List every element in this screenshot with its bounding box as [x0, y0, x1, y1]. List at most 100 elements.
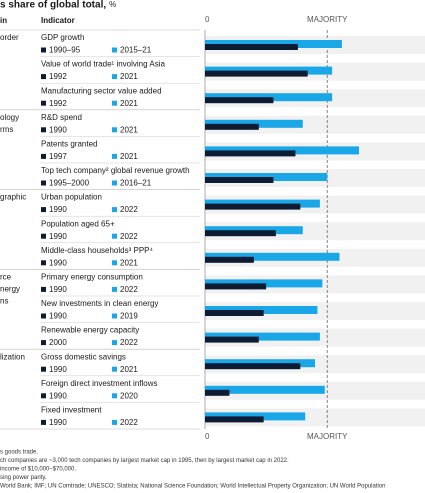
- footnote: s goods trade.: [0, 450, 38, 456]
- legend-swatch: [41, 260, 46, 266]
- legend-swatch: [112, 207, 117, 213]
- legend-swatch: [41, 47, 46, 53]
- legend-swatch: [41, 233, 46, 239]
- bar: [205, 252, 340, 261]
- legend-year: 1990: [49, 258, 67, 267]
- legend-year: 1990: [49, 285, 67, 294]
- legend-year: 1990: [49, 418, 67, 427]
- footnote: income of $10,000–$70,000.: [0, 467, 76, 473]
- legend-swatch: [41, 286, 46, 292]
- legend-swatch: [112, 74, 117, 80]
- legend-swatch: [112, 153, 117, 159]
- indicator-header: Indicator: [41, 16, 75, 25]
- legend-swatch: [41, 100, 46, 106]
- bar: [205, 336, 259, 343]
- legend-swatch: [112, 100, 117, 106]
- legend-year: 1997: [49, 152, 67, 161]
- indicator-name: Top tech company² global revenue growth: [41, 166, 190, 175]
- legend-swatch: [112, 340, 117, 346]
- group-label: ns: [0, 297, 8, 306]
- legend-swatch: [112, 286, 117, 292]
- group-label: ology: [0, 113, 19, 122]
- group-label: order: [0, 33, 19, 42]
- legend-year: 1990: [49, 125, 67, 134]
- group-label: graphic: [0, 193, 26, 202]
- legend-year: 2021: [120, 72, 138, 81]
- chart-title: s share of global total,: [0, 0, 106, 11]
- legend-swatch: [112, 419, 117, 425]
- group-label: nergy: [0, 285, 20, 294]
- legend-year: 2022: [120, 285, 138, 294]
- indicator-name: Primary energy consumption: [41, 273, 143, 282]
- legend-year: 1990: [49, 312, 67, 321]
- bar: [205, 97, 274, 104]
- bar: [205, 177, 274, 183]
- legend-year: 2019: [120, 312, 138, 321]
- bar: [205, 389, 230, 396]
- indicator-name: Fixed investment: [41, 406, 102, 415]
- legend-swatch: [41, 313, 46, 319]
- legend-swatch: [112, 260, 117, 266]
- title-unit: %: [109, 0, 116, 9]
- bar: [205, 385, 325, 394]
- footnote: sing power parity.: [0, 475, 47, 481]
- legend-swatch: [41, 340, 46, 346]
- legend-swatch: [112, 180, 117, 186]
- indicator-name: Patents granted: [41, 140, 97, 149]
- legend-swatch: [41, 419, 46, 425]
- bar: [205, 150, 296, 157]
- bar: [205, 230, 276, 237]
- bar: [205, 332, 320, 341]
- legend-year: 2021: [120, 99, 138, 108]
- legend-year: 2021: [120, 125, 138, 134]
- bar: [205, 283, 267, 290]
- legend-year: 2020: [120, 391, 138, 400]
- bar: [205, 310, 264, 316]
- indicator-name: R&D spend: [41, 113, 82, 122]
- legend-year: 2022: [120, 418, 138, 427]
- legend-year: 2016–21: [120, 179, 152, 188]
- legend-year: 1990–95: [49, 46, 81, 55]
- indicator-name: Urban population: [41, 193, 102, 202]
- legend-swatch: [41, 127, 46, 133]
- legend-swatch: [112, 313, 117, 319]
- legend-year: 2022: [120, 205, 138, 214]
- legend-year: 2015–21: [120, 46, 152, 55]
- indicator-name: Foreign direct investment inflows: [41, 379, 158, 388]
- legend-swatch: [112, 127, 117, 133]
- x-tick-label: 0: [205, 432, 210, 441]
- legend-swatch: [41, 153, 46, 159]
- legend-swatch: [112, 233, 117, 239]
- bar: [205, 70, 308, 77]
- bar: [205, 203, 301, 210]
- bar: [205, 363, 301, 370]
- legend-swatch: [41, 74, 46, 80]
- bar: [205, 123, 259, 130]
- x-tick-label: MAJORITY: [307, 432, 348, 441]
- legend-year: 1992: [49, 99, 67, 108]
- legend-year: 1990: [49, 365, 67, 374]
- legend-swatch: [41, 393, 46, 399]
- legend-year: 1990: [49, 205, 67, 214]
- bar: [205, 416, 264, 423]
- legend-year: 1992: [49, 72, 67, 81]
- indicator-name: New investments in clean energy: [41, 299, 158, 308]
- legend-swatch: [112, 393, 117, 399]
- bar: [205, 256, 254, 263]
- group-label: rce: [0, 273, 12, 282]
- legend-year: 2022: [120, 232, 138, 241]
- legend-year: 2000: [49, 338, 67, 347]
- footnote: World Bank; IMF; UN Comtrade; UNESCO; St…: [0, 484, 386, 490]
- indicator-name: Renewable energy capacity: [41, 326, 139, 335]
- legend-swatch: [41, 207, 46, 213]
- indicator-name: Gross domestic savings: [41, 352, 126, 361]
- legend-swatch: [112, 366, 117, 372]
- legend-year: 2021: [120, 152, 138, 161]
- indicator-name: Manufacturing sector value added: [41, 86, 162, 95]
- legend-swatch: [112, 47, 117, 53]
- legend-year: 2021: [120, 258, 138, 267]
- legend-year: 2022: [120, 338, 138, 347]
- indicator-name: Middle-class households³ PPP⁴: [41, 246, 153, 255]
- legend-year: 2021: [120, 365, 138, 374]
